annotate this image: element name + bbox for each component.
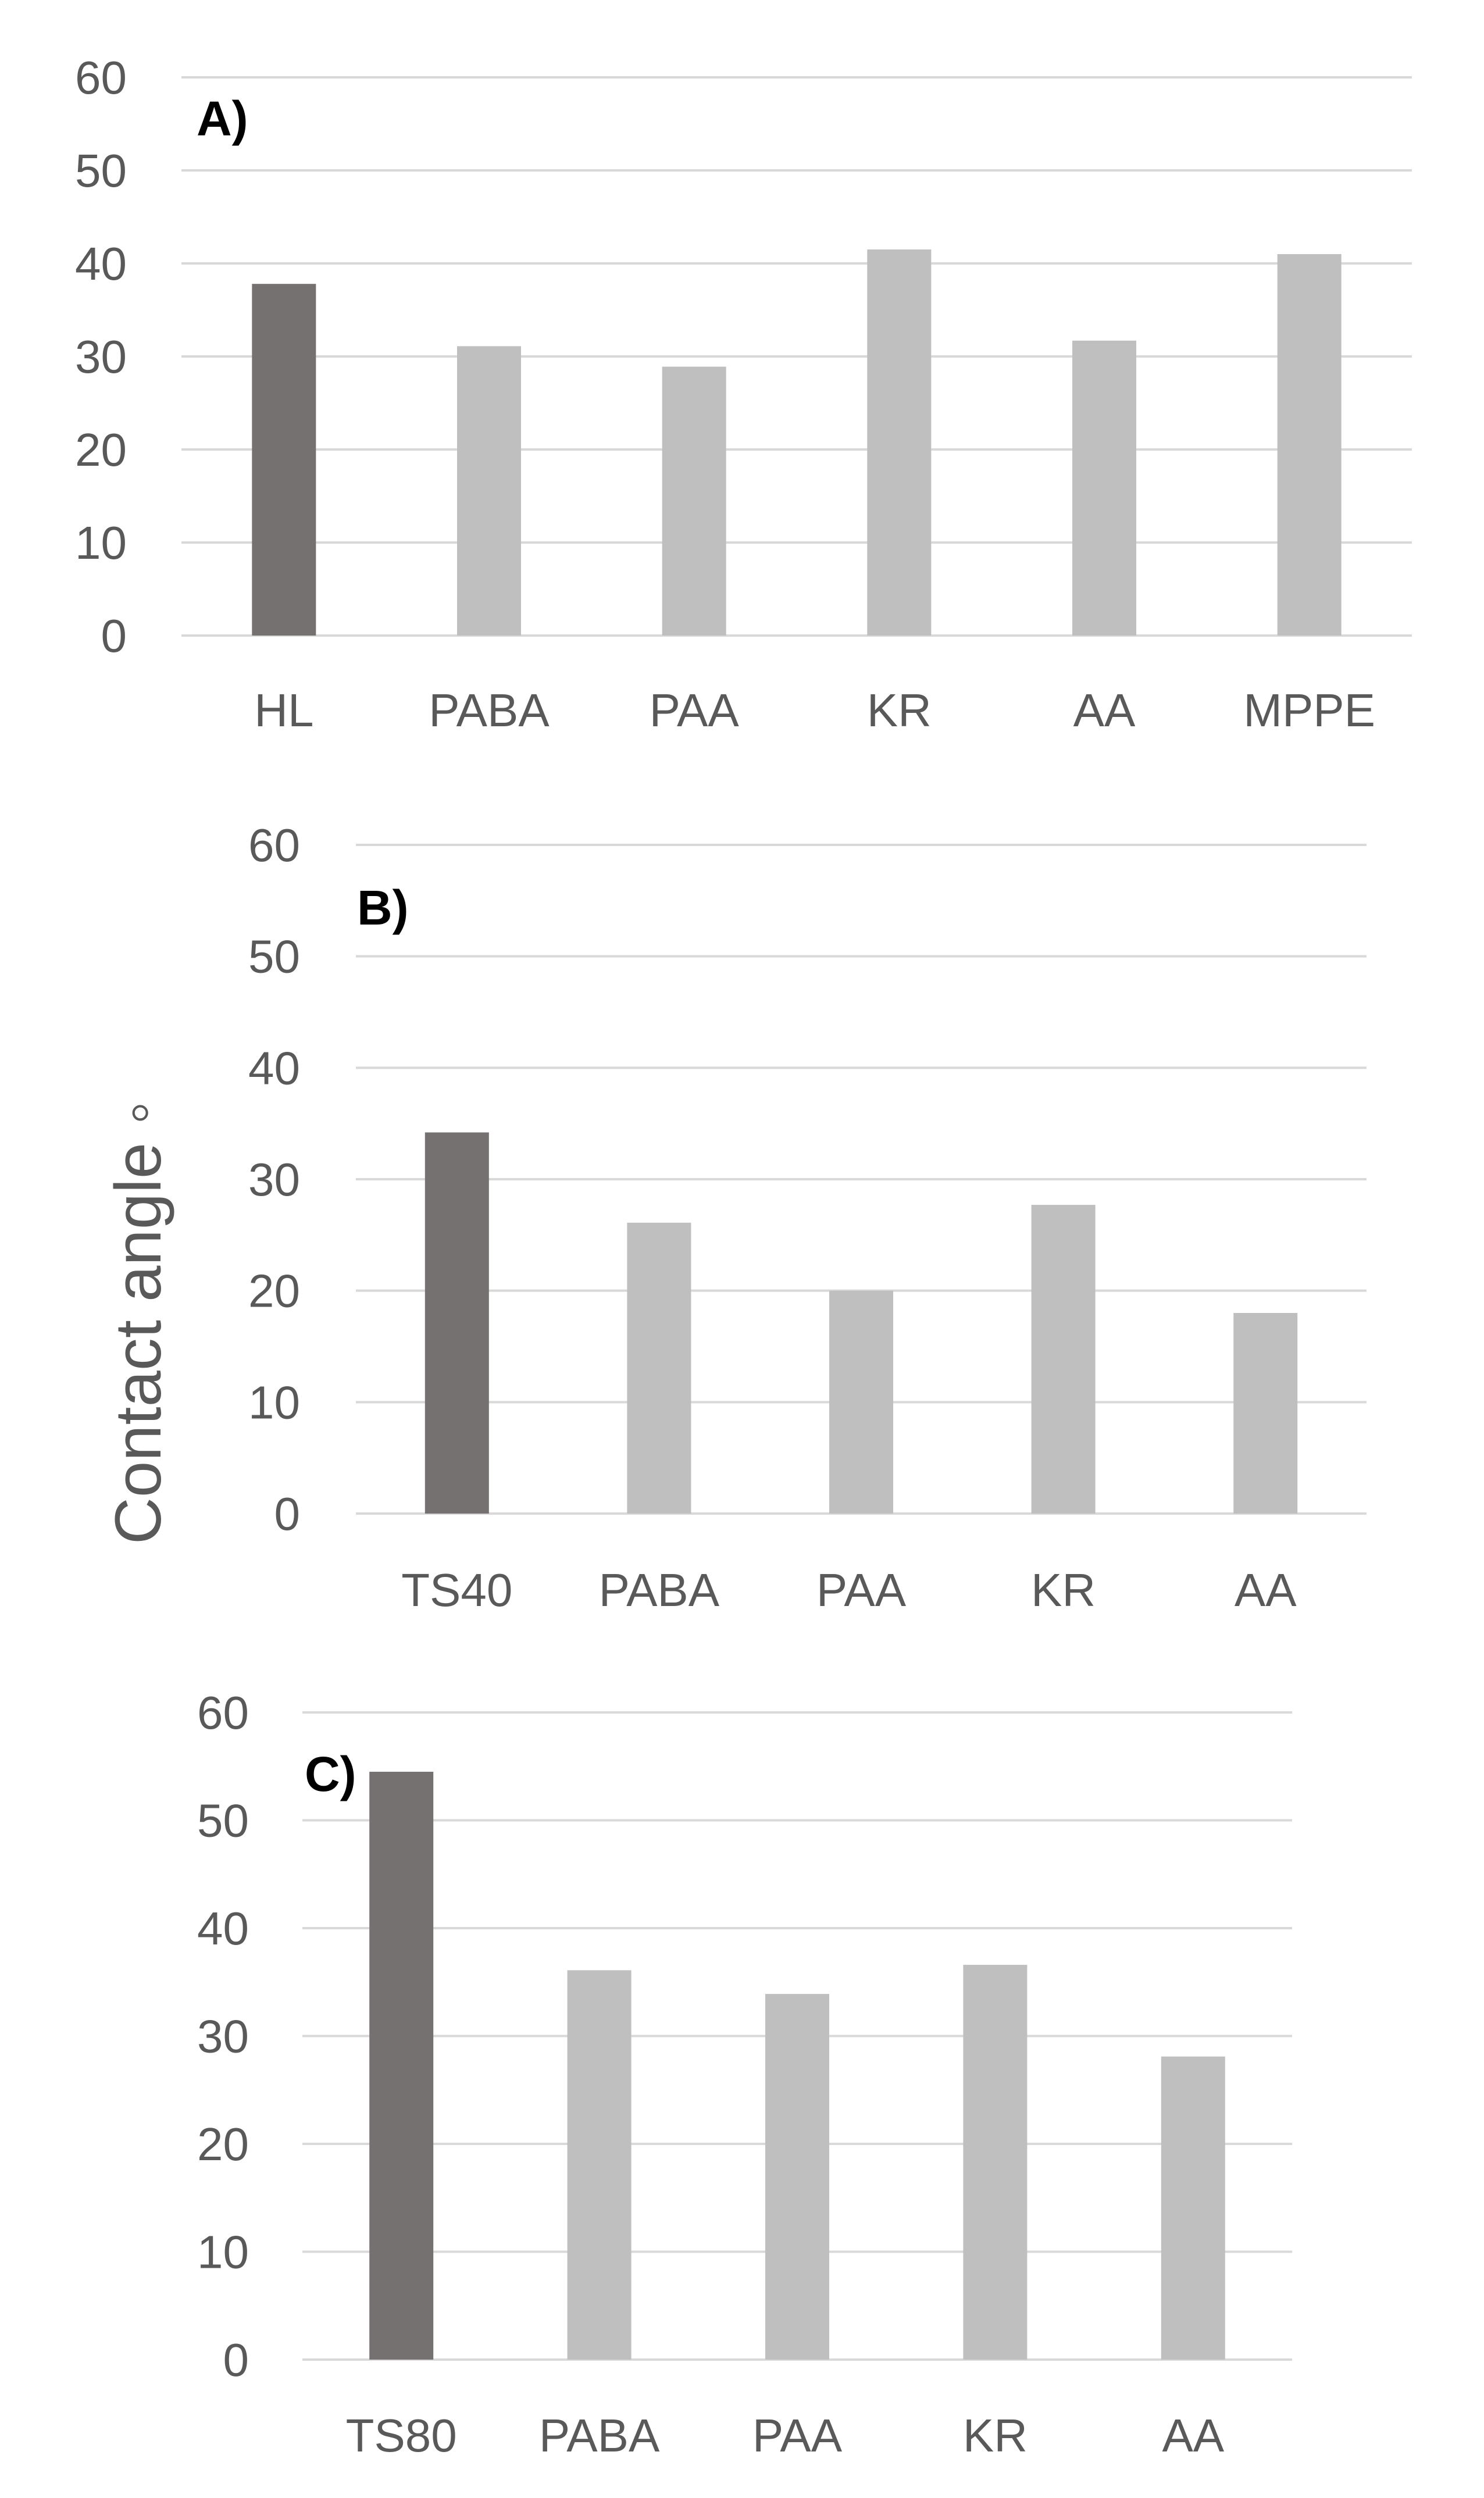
panel-b-bar-aa (1233, 1313, 1298, 1514)
panel-c-bar-kr (963, 1965, 1028, 2360)
panel-c-y-tick-0: 0 (223, 2334, 249, 2386)
panel-a-y-tick-10: 10 (75, 517, 127, 569)
panel-b-y-tick-40: 40 (248, 1042, 300, 1094)
panel-b-x-tick-paa: PAA (816, 1564, 907, 1616)
panel-b-bar-ts40 (424, 1132, 489, 1514)
panel-b-label: B) (357, 880, 409, 935)
panel-b-bar-paa (829, 1290, 893, 1514)
panel-b-y-tick-60: 60 (248, 819, 300, 871)
panel-b-y-tick-10: 10 (248, 1376, 300, 1428)
panel-c-y-tick-30: 30 (197, 2011, 249, 2062)
panel-a-x-tick-kr: KR (867, 684, 932, 736)
panel-b-y-tick-30: 30 (248, 1154, 300, 1205)
panel-c-x-tick-paba: PABA (539, 2410, 660, 2461)
panel-c-x-tick-ts80: TS80 (346, 2410, 457, 2461)
panel-b-x-tick-ts40: TS40 (401, 1564, 512, 1616)
panel-c-bar-paba (567, 1970, 632, 2360)
panel-c-bar-paa (765, 1994, 829, 2360)
panel-a-bar-aa (1072, 340, 1136, 636)
panel-a-y-tick-20: 20 (75, 424, 127, 476)
panel-b-y-tick-50: 50 (248, 931, 300, 983)
panel-b-y-tick-20: 20 (248, 1265, 300, 1317)
panel-a-y-tick-40: 40 (75, 238, 127, 290)
panel-a-x-tick-mppe: MPPE (1243, 684, 1375, 736)
panel-a-bar-paba (457, 346, 521, 636)
panel-c-y-tick-40: 40 (197, 1903, 249, 1954)
panel-c-y-tick-60: 60 (197, 1687, 249, 1739)
panel-a-label: A) (197, 91, 248, 146)
panel-b-bar-kr (1031, 1205, 1096, 1514)
y-axis-title: Contact angle ◦ (102, 1101, 174, 1544)
panel-a-y-tick-60: 60 (75, 52, 127, 104)
panel-c-x-tick-kr: KR (963, 2410, 1028, 2461)
panel-c-x-tick-aa: AA (1162, 2410, 1224, 2461)
panel-b-x-tick-kr: KR (1031, 1564, 1096, 1616)
panel-a-bar-kr (867, 249, 932, 636)
panel-c-bar-aa (1161, 2056, 1225, 2360)
panel-c-y-tick-10: 10 (197, 2226, 249, 2278)
panel-b-chart: 0 10 20 30 40 50 60 TS40 PABA PAA KR AA B) (248, 819, 1367, 1616)
panel-a-x-tick-paa: PAA (650, 684, 740, 736)
panel-c-bar-ts80 (369, 1772, 434, 2360)
panel-c-y-tick-50: 50 (197, 1795, 249, 1847)
panel-a-chart: 0 10 20 30 40 50 60 HL PABA PAA KR AA MPPE A) (75, 52, 1412, 736)
panel-c-x-tick-paa: PAA (752, 2410, 843, 2461)
panel-a-x-tick-aa: AA (1073, 684, 1136, 736)
panel-b-bar-paba (627, 1222, 691, 1514)
panel-a-bar-mppe (1277, 254, 1342, 636)
panel-c-label: C) (305, 1747, 356, 1801)
panel-a-x-tick-paba: PABA (429, 684, 550, 736)
panel-b-y-tick-0: 0 (274, 1488, 301, 1540)
panel-a-bar-hl (252, 284, 316, 636)
panel-b-x-tick-aa: AA (1235, 1564, 1297, 1616)
panel-a-x-tick-hl: HL (254, 684, 313, 736)
panel-a-bar-paa (662, 366, 726, 636)
panel-b-x-tick-paba: PABA (599, 1564, 720, 1616)
panel-a-y-tick-0: 0 (101, 610, 127, 662)
panel-a-y-tick-30: 30 (75, 331, 127, 383)
panel-c-y-tick-20: 20 (197, 2118, 249, 2170)
panel-a-y-tick-50: 50 (75, 145, 127, 197)
panel-c-chart: 0 10 20 30 40 50 60 TS80 PABA PAA KR AA C) (197, 1687, 1292, 2461)
